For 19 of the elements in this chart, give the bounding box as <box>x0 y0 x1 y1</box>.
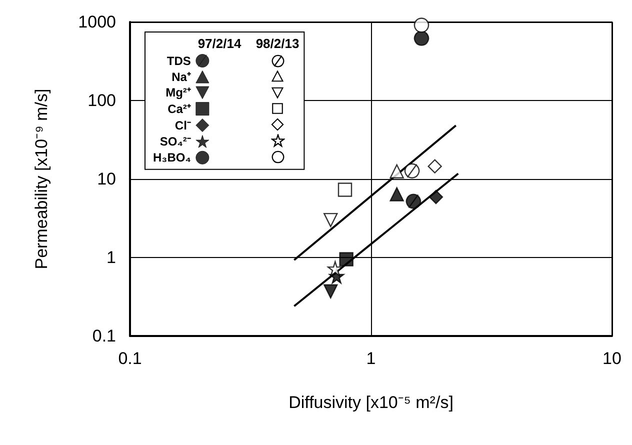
y-tick-label: 1 <box>106 248 116 267</box>
x-tick-label: 0.1 <box>118 349 142 368</box>
legend-label: Mg²⁺ <box>166 86 191 100</box>
x-tick-label: 1 <box>366 349 376 368</box>
annotation: 97/2/14 <box>196 36 242 51</box>
legend-label: Ca²⁺ <box>168 102 191 116</box>
legend-label: Cl⁻ <box>174 118 191 132</box>
x-axis-title: Diffusivity [x10⁻⁵ m²/s] <box>288 393 454 412</box>
y-tick-label: 100 <box>88 91 116 110</box>
legend-label: Na⁺ <box>172 70 191 84</box>
y-axis-title: Permeability [x10⁻⁹ m/s] <box>32 88 51 270</box>
annotation: 98/2/13 <box>254 36 300 51</box>
x-tick-label: 10 <box>602 349 622 368</box>
y-tick-label: 10 <box>97 170 116 188</box>
y-tick-label: 1000 <box>78 12 116 32</box>
legend-label: H₃BO₄ <box>152 150 192 165</box>
y-tick-label: 0.1 <box>92 326 116 346</box>
legend-label: TDS <box>166 54 191 68</box>
legend-label: SO₄²⁻ <box>160 134 191 148</box>
